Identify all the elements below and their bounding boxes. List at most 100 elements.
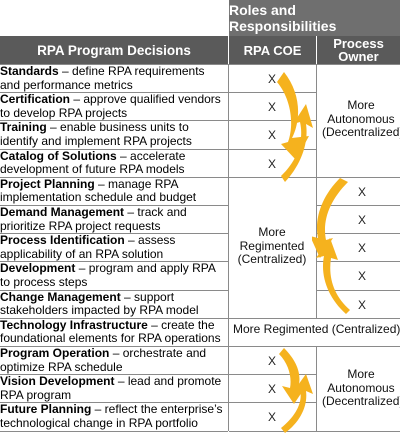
process-owner-header-line1: Process bbox=[333, 36, 384, 51]
po-divider bbox=[317, 318, 400, 319]
coe-divider bbox=[229, 318, 317, 319]
arrow-decentral-1b-icon bbox=[281, 104, 313, 182]
arrow-decentral-2b-icon bbox=[281, 374, 313, 433]
decision-desc-line2: technological change in RPA portfolio bbox=[0, 415, 198, 430]
decision-desc-line2: to process steps bbox=[0, 274, 88, 289]
decision-row: Future Planning – reflect the enterprise… bbox=[0, 403, 228, 430]
po-divider bbox=[317, 346, 400, 347]
po-divider bbox=[317, 261, 400, 262]
decision-title: Program Operation bbox=[0, 347, 110, 360]
row-divider bbox=[0, 120, 228, 121]
decision-desc-line2: applicability of an RPA solution bbox=[0, 246, 164, 261]
decision-row: Catalog of Solutions – accelerate develop… bbox=[0, 150, 228, 177]
decision-row: Development – program and apply RPA to pr… bbox=[0, 262, 228, 289]
coe-x-mark: X bbox=[267, 128, 276, 143]
col-divider-2 bbox=[316, 64, 317, 318]
decision-row: Project Planning – manage RPA implementat… bbox=[0, 178, 228, 205]
roles-responsibilities-header: Roles and Responsibilities bbox=[229, 0, 400, 36]
decision-title: Change Management bbox=[0, 290, 121, 304]
row-divider bbox=[0, 149, 228, 150]
coe-divider bbox=[229, 92, 317, 93]
row-divider bbox=[0, 374, 228, 375]
decision-desc-line2: foundational elements for RPA operations bbox=[0, 331, 221, 346]
coe-x-mark: X bbox=[267, 354, 276, 368]
decision-desc-line2: prioritize RPA project requests bbox=[0, 218, 161, 233]
process-owner-header-line2: Owner bbox=[338, 49, 379, 64]
decision-desc-line2: identify and implement RPA projects bbox=[0, 133, 192, 148]
decision-desc-line1: – reflect the enterprise’s bbox=[91, 403, 223, 417]
po-divider bbox=[317, 290, 400, 291]
decision-row: Vision Development – lead and promote RPA… bbox=[0, 375, 228, 402]
decentralized-label-1: More Autonomous (Decentralized) bbox=[322, 98, 400, 140]
coe-divider bbox=[229, 177, 317, 178]
row-divider bbox=[0, 261, 228, 262]
rpa-coe-column-header: RPA COE bbox=[229, 36, 316, 64]
decision-title: Standards bbox=[0, 65, 59, 78]
po-divider bbox=[317, 205, 400, 206]
po-divider bbox=[317, 233, 400, 234]
decision-desc-line1: – assess bbox=[124, 234, 176, 248]
decision-title: Project Planning bbox=[0, 177, 95, 191]
decision-row: Technology Infrastructure – create the fo… bbox=[0, 319, 228, 346]
decision-desc-line1: – approve qualified vendors bbox=[70, 93, 221, 107]
process-owner-x-mark: X bbox=[357, 269, 366, 284]
coe-divider bbox=[229, 149, 317, 150]
process-owner-x-mark: X bbox=[357, 297, 366, 312]
decision-desc-line2: development of future RPA models bbox=[0, 162, 185, 177]
po-divider bbox=[317, 177, 400, 178]
row-divider bbox=[0, 233, 228, 234]
coe-divider bbox=[229, 431, 317, 432]
centralized-label: More Regimented (Centralized) bbox=[232, 225, 312, 267]
decision-desc-line2: optimize RPA schedule bbox=[0, 359, 123, 374]
decision-desc-line1: – manage RPA bbox=[94, 177, 179, 191]
row-divider bbox=[0, 64, 228, 65]
decision-title: Process Identification bbox=[0, 234, 125, 248]
row-divider bbox=[0, 92, 228, 93]
row-divider bbox=[0, 402, 228, 403]
tech-infra-centralized-label: More Regimented (Centralized) bbox=[233, 323, 400, 337]
coe-x-mark: X bbox=[267, 382, 276, 397]
decision-desc-line1: – track and bbox=[124, 206, 187, 219]
decision-desc-line1: – lead and promote bbox=[114, 375, 222, 389]
decentralized-label-2: More Autonomous (Decentralized) bbox=[322, 367, 400, 409]
coe-divider bbox=[229, 64, 317, 65]
decision-row: Standards – define RPA requirements and p… bbox=[0, 65, 228, 92]
decision-title: Development bbox=[0, 262, 76, 276]
decision-row: Change Management – support stakeholders … bbox=[0, 291, 228, 318]
coe-divider bbox=[229, 402, 317, 403]
decisions-column-header: RPA Program Decisions bbox=[0, 36, 228, 64]
decision-desc-line1: – create the bbox=[147, 318, 215, 332]
decision-desc-line1: – support bbox=[120, 290, 175, 304]
process-owner-x-mark: X bbox=[357, 241, 366, 256]
row-divider bbox=[0, 290, 228, 291]
coe-divider bbox=[229, 346, 317, 347]
decision-desc-line1: – enable business units to bbox=[46, 121, 189, 135]
po-divider bbox=[317, 64, 400, 65]
row-divider bbox=[0, 431, 228, 432]
process-owner-x-mark: X bbox=[357, 213, 366, 227]
decision-title: Vision Development bbox=[0, 375, 115, 389]
decision-title: Catalog of Solutions bbox=[0, 149, 117, 163]
decision-title: Training bbox=[0, 121, 47, 135]
decision-desc-line1: – orchestrate and bbox=[109, 347, 207, 360]
row-divider bbox=[0, 205, 228, 206]
coe-x-mark: X bbox=[267, 410, 276, 425]
decision-desc-line1: – accelerate bbox=[116, 149, 186, 163]
decision-title: Demand Management bbox=[0, 206, 125, 219]
arrow-central-icon bbox=[310, 178, 348, 258]
coe-divider bbox=[229, 374, 317, 375]
col-divider-1 bbox=[228, 64, 229, 431]
decision-title: Certification bbox=[0, 93, 71, 107]
decision-row: Process Identification – assess applicabi… bbox=[0, 234, 228, 261]
row-divider bbox=[0, 346, 228, 347]
arrow-central-b-icon bbox=[316, 238, 350, 314]
decision-desc-line2: to develop RPA projects bbox=[0, 105, 128, 120]
decision-row: Demand Management – track and prioritize … bbox=[0, 206, 228, 233]
row-divider bbox=[0, 177, 228, 178]
decision-title: Future Planning bbox=[0, 403, 92, 417]
decision-row: Training – enable business units to ident… bbox=[0, 121, 228, 148]
col-divider-2b bbox=[316, 346, 317, 431]
decision-desc-line1: – define RPA requirements bbox=[58, 65, 205, 78]
decision-desc-line2: implementation schedule and budget bbox=[0, 190, 197, 205]
